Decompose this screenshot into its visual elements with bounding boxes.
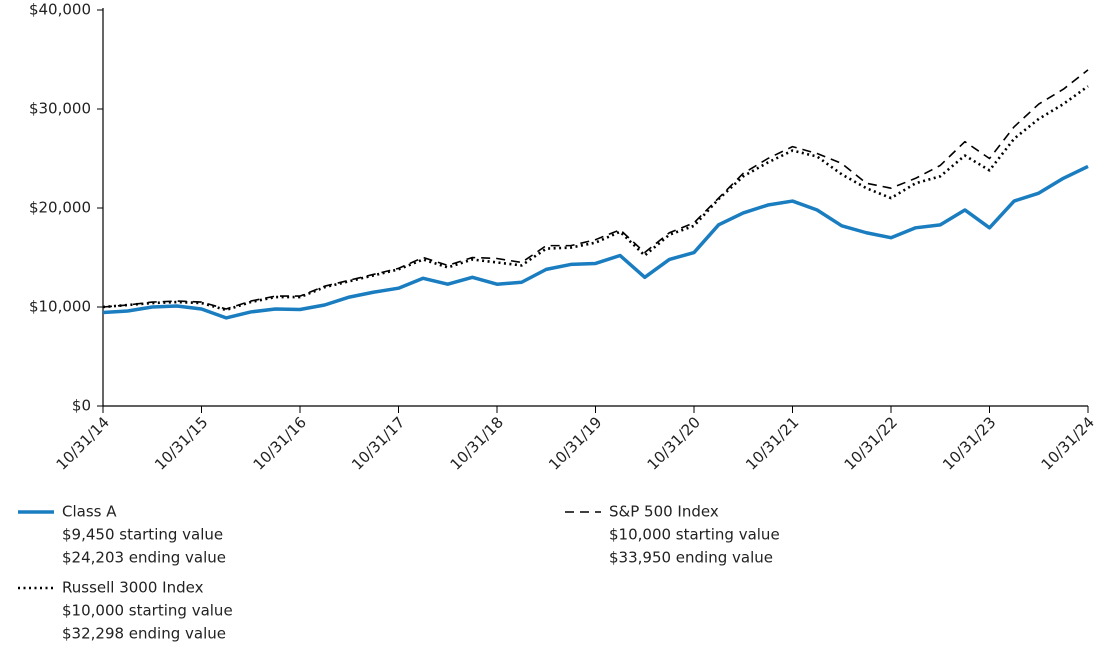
y-tick-label: $0	[72, 397, 91, 415]
y-tick-label: $20,000	[29, 199, 91, 217]
x-tick-label: 10/31/18	[447, 413, 507, 473]
legend-label: Russell 3000 Index	[62, 579, 204, 597]
y-tick-label: $10,000	[29, 298, 91, 316]
x-tick-label: 10/31/19	[545, 413, 605, 473]
y-tick-label: $40,000	[29, 1, 91, 19]
line-series	[102, 69, 1089, 310]
line-series	[102, 164, 1089, 320]
x-tick-label: 10/31/14	[53, 413, 113, 473]
legend-detail: $32,298 ending value	[62, 625, 226, 643]
legend-label: S&P 500 Index	[609, 503, 719, 521]
legend-detail: $10,000 starting value	[62, 602, 233, 620]
x-tick-label: 10/31/15	[151, 413, 211, 473]
legend-detail: $33,950 ending value	[609, 549, 773, 567]
legend-detail: $9,450 starting value	[62, 526, 223, 544]
legend-detail: $10,000 starting value	[609, 526, 780, 544]
x-tick-label: 10/31/22	[841, 413, 901, 473]
x-tick-label: 10/31/24	[1038, 413, 1098, 473]
x-tick-label: 10/31/20	[644, 413, 704, 473]
x-tick-label: 10/31/16	[250, 413, 310, 473]
line-series	[102, 85, 1089, 312]
x-tick-label: 10/31/21	[742, 413, 802, 473]
x-tick-label: 10/31/17	[348, 413, 408, 473]
y-tick-label: $30,000	[29, 100, 91, 118]
legend-detail: $24,203 ending value	[62, 549, 226, 567]
x-tick-label: 10/31/23	[939, 413, 999, 473]
legend-label: Class A	[62, 503, 117, 521]
